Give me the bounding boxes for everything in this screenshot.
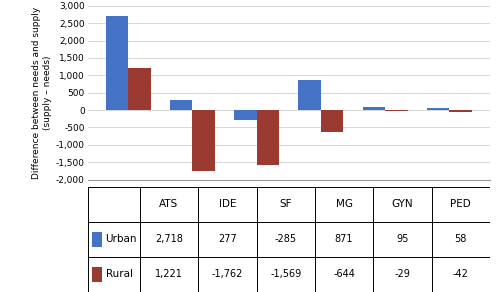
Text: MG: MG: [336, 199, 352, 209]
Text: -1,762: -1,762: [212, 270, 243, 279]
Bar: [298, 80, 321, 110]
Text: -644: -644: [333, 270, 355, 279]
Bar: [321, 110, 344, 133]
Bar: [234, 110, 256, 120]
Bar: [106, 16, 128, 110]
Text: -29: -29: [394, 270, 410, 279]
Bar: [449, 110, 471, 112]
Bar: [362, 107, 385, 110]
Bar: [385, 110, 407, 111]
Text: SF: SF: [280, 199, 292, 209]
Bar: [92, 232, 102, 247]
Text: 1,221: 1,221: [155, 270, 183, 279]
Bar: [192, 110, 215, 171]
Bar: [256, 110, 279, 165]
Y-axis label: Difference between needs and supply
(supply – needs): Difference between needs and supply (sup…: [32, 7, 52, 179]
Text: -1,569: -1,569: [270, 270, 302, 279]
Text: 2,718: 2,718: [155, 234, 183, 244]
Text: 58: 58: [454, 234, 467, 244]
Text: Rural: Rural: [106, 270, 132, 279]
Text: 277: 277: [218, 234, 236, 244]
Text: PED: PED: [450, 199, 471, 209]
Text: ATS: ATS: [160, 199, 178, 209]
Text: -42: -42: [453, 270, 469, 279]
Bar: [128, 68, 150, 110]
Text: GYN: GYN: [392, 199, 413, 209]
Text: IDE: IDE: [218, 199, 236, 209]
Bar: [170, 100, 192, 110]
Bar: [427, 108, 449, 110]
Text: -285: -285: [274, 234, 297, 244]
Text: 871: 871: [335, 234, 353, 244]
Bar: [92, 267, 102, 282]
Text: Urban: Urban: [106, 234, 137, 244]
Text: 95: 95: [396, 234, 408, 244]
